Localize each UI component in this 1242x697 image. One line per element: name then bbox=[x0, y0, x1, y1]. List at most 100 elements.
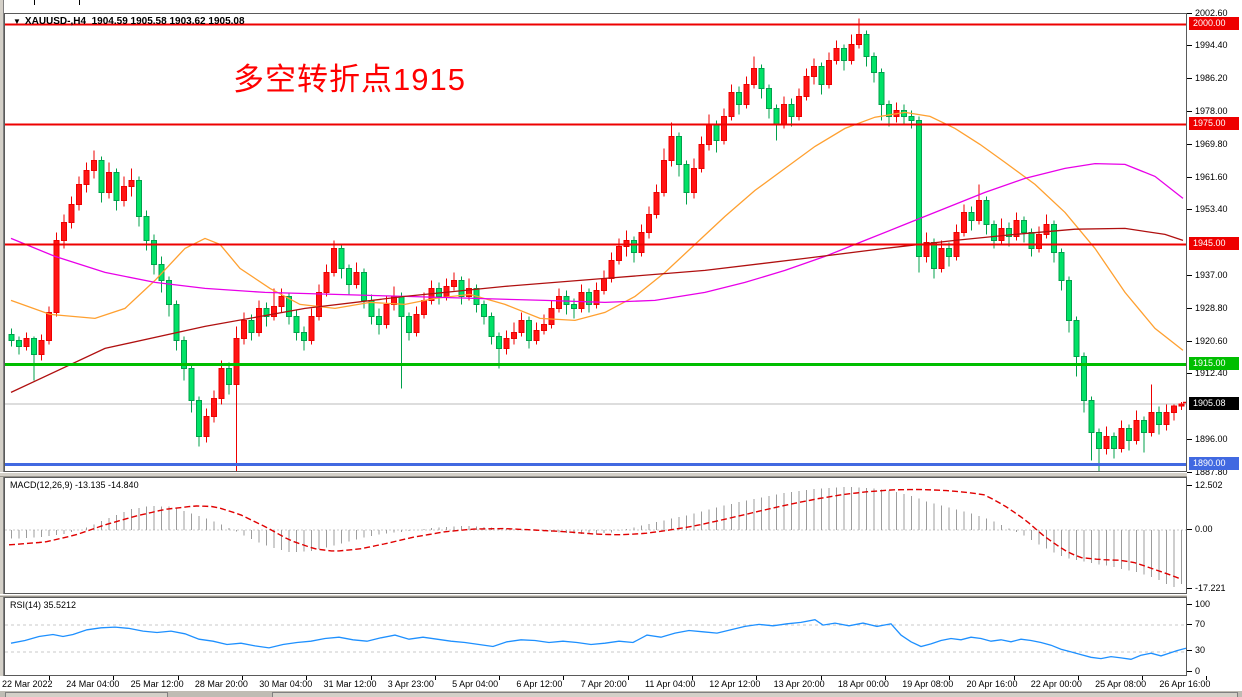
candle-body bbox=[1096, 431, 1102, 449]
candle-body bbox=[1126, 427, 1132, 441]
candle-body bbox=[931, 241, 937, 269]
candle-body bbox=[968, 211, 975, 221]
time-label: 24 Mar 04:00 bbox=[66, 679, 120, 689]
candle-body bbox=[586, 291, 592, 305]
candle-body bbox=[571, 303, 577, 309]
window-left-frame bbox=[0, 0, 4, 697]
candle-body bbox=[1058, 251, 1065, 281]
chart-title: ▼ XAUUSD-,H4 1904.59 1905.58 1903.62 1905… bbox=[13, 16, 245, 27]
candle-body bbox=[878, 71, 885, 105]
candle-body bbox=[218, 367, 225, 399]
candle-body bbox=[773, 107, 780, 125]
candle-body bbox=[301, 331, 307, 341]
candle-body bbox=[503, 337, 510, 349]
time-label: 18 Apr 00:00 bbox=[837, 679, 889, 689]
candle-body bbox=[376, 315, 382, 325]
time-label: 31 Mar 12:00 bbox=[323, 679, 377, 689]
candle-body bbox=[196, 399, 202, 437]
macd-signal-line bbox=[8, 488, 1180, 579]
candle-body bbox=[1141, 419, 1147, 433]
candle-body bbox=[1178, 403, 1185, 407]
candle-body bbox=[676, 135, 682, 165]
candle-body bbox=[241, 319, 247, 339]
candle-body bbox=[68, 203, 75, 223]
candle-body bbox=[1118, 427, 1125, 449]
chart-ohlc-values: 1904.59 1905.58 1903.62 1905.08 bbox=[91, 16, 245, 27]
time-tick bbox=[756, 676, 758, 680]
candle-body bbox=[758, 67, 765, 89]
price-level-box-1975.00: 1975.00 bbox=[1189, 116, 1239, 130]
candle-body bbox=[593, 289, 600, 305]
price-level-box-1905.08: 1905.08 bbox=[1189, 396, 1239, 410]
candle-body bbox=[781, 103, 787, 125]
candle-body bbox=[488, 315, 495, 337]
candle-body bbox=[16, 339, 22, 347]
candle-body bbox=[98, 159, 105, 193]
ma-mid-magenta bbox=[10, 162, 1184, 304]
candle-body bbox=[668, 135, 675, 161]
candle-body bbox=[856, 33, 862, 45]
macd-chart[interactable] bbox=[5, 478, 1186, 593]
time-axis[interactable]: 22 Mar 2022 24 Mar 04:00 25 Mar 12:00 28 Ma… bbox=[0, 676, 1242, 691]
candle-body bbox=[713, 123, 720, 141]
price-level-box-1915.00: 1915.00 bbox=[1189, 356, 1239, 370]
candle-body bbox=[1081, 355, 1087, 401]
panel-splitter[interactable] bbox=[0, 594, 1187, 597]
candle-body bbox=[751, 67, 757, 85]
time-label: 22 Mar 2022 bbox=[2, 679, 53, 689]
candle-body bbox=[916, 119, 922, 257]
time-tick bbox=[1077, 676, 1079, 680]
time-label: 7 Apr 20:00 bbox=[580, 679, 627, 689]
candle-body bbox=[406, 315, 412, 333]
time-tick bbox=[370, 676, 372, 680]
rsi-line bbox=[10, 619, 1186, 660]
candle-body bbox=[308, 315, 315, 341]
time-tick bbox=[884, 676, 886, 680]
candle-body bbox=[886, 103, 892, 117]
candle-body bbox=[698, 143, 705, 169]
rsi-panel[interactable]: RSI(14) 35.5212 bbox=[4, 597, 1187, 676]
candle-body bbox=[601, 277, 607, 291]
candle-body bbox=[398, 295, 405, 317]
candle-body bbox=[46, 311, 52, 341]
candle-body bbox=[136, 179, 142, 217]
main-chart-panel[interactable]: ▼ XAUUSD-,H4 1904.59 1905.58 1903.62 1905… bbox=[4, 13, 1187, 472]
time-tick bbox=[113, 676, 115, 680]
candle-body bbox=[1111, 435, 1117, 449]
time-tick bbox=[306, 676, 308, 680]
candle-body bbox=[661, 159, 667, 193]
candle-body bbox=[998, 227, 1005, 241]
candle-body bbox=[616, 245, 622, 261]
macd-panel[interactable]: MACD(12,26,9) -13.135 -14.840 bbox=[4, 477, 1187, 594]
candle-body bbox=[331, 247, 337, 273]
candle-body bbox=[683, 163, 690, 193]
chart-dropdown-icon[interactable]: ▼ bbox=[13, 17, 21, 26]
candle-body bbox=[188, 367, 195, 401]
candle-body bbox=[841, 47, 847, 61]
candle-body bbox=[466, 287, 472, 297]
panel-splitter[interactable] bbox=[0, 472, 1187, 477]
time-label: 28 Mar 20:00 bbox=[194, 679, 248, 689]
rsi-chart[interactable] bbox=[5, 598, 1186, 675]
candle-body bbox=[443, 285, 450, 297]
candle-body bbox=[938, 247, 945, 269]
time-label: 22 Apr 00:00 bbox=[1030, 679, 1082, 689]
candle-body bbox=[976, 199, 982, 221]
chart-symbol-period: XAUUSD-,H4 bbox=[24, 16, 87, 27]
candle-body bbox=[38, 339, 45, 355]
candle-body bbox=[286, 295, 292, 317]
candle-body bbox=[563, 295, 570, 305]
candle-body bbox=[481, 303, 487, 317]
candle-body bbox=[548, 307, 555, 325]
candle-body bbox=[278, 295, 285, 307]
candle-body bbox=[1021, 219, 1027, 233]
candle-body bbox=[158, 263, 165, 281]
price-level-box-2000.00: 2000.00 bbox=[1189, 16, 1239, 30]
candle-body bbox=[316, 291, 322, 317]
candlestick-chart[interactable] bbox=[5, 14, 1186, 471]
candle-body bbox=[181, 339, 187, 369]
window-edge-segment bbox=[272, 692, 1238, 697]
price-axis[interactable]: 2002.60 1994.40 1986.20 1978.00 1969.80 1961.… bbox=[1187, 0, 1242, 691]
candle-body bbox=[578, 291, 585, 309]
candle-body bbox=[1088, 399, 1095, 433]
